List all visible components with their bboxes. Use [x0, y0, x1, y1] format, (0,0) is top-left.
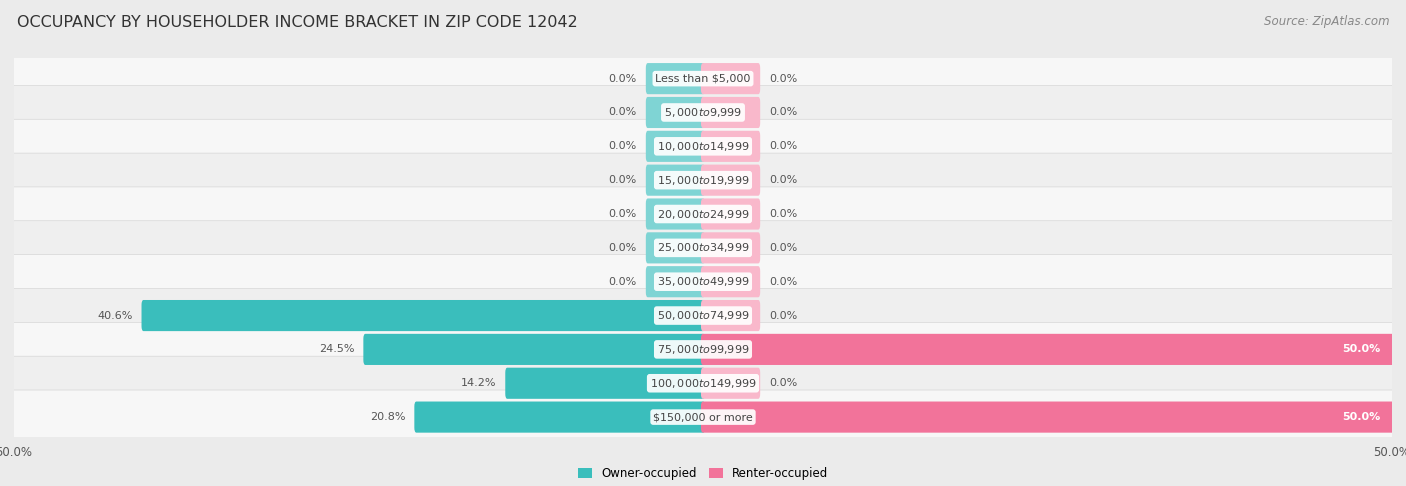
- Text: 0.0%: 0.0%: [769, 277, 797, 287]
- Text: 0.0%: 0.0%: [769, 141, 797, 151]
- Text: 50.0%: 50.0%: [1343, 345, 1381, 354]
- Text: 0.0%: 0.0%: [769, 107, 797, 118]
- FancyBboxPatch shape: [10, 52, 1396, 106]
- Legend: Owner-occupied, Renter-occupied: Owner-occupied, Renter-occupied: [572, 462, 834, 485]
- Text: $35,000 to $49,999: $35,000 to $49,999: [657, 275, 749, 288]
- Text: 20.8%: 20.8%: [370, 412, 405, 422]
- FancyBboxPatch shape: [10, 356, 1396, 410]
- Text: $20,000 to $24,999: $20,000 to $24,999: [657, 208, 749, 221]
- FancyBboxPatch shape: [702, 198, 761, 229]
- Text: 24.5%: 24.5%: [319, 345, 354, 354]
- FancyBboxPatch shape: [10, 221, 1396, 275]
- FancyBboxPatch shape: [645, 131, 704, 162]
- Text: $15,000 to $19,999: $15,000 to $19,999: [657, 174, 749, 187]
- FancyBboxPatch shape: [10, 390, 1396, 444]
- FancyBboxPatch shape: [10, 322, 1396, 377]
- Text: $10,000 to $14,999: $10,000 to $14,999: [657, 140, 749, 153]
- FancyBboxPatch shape: [505, 368, 704, 399]
- FancyBboxPatch shape: [702, 63, 761, 94]
- FancyBboxPatch shape: [702, 165, 761, 196]
- Text: 40.6%: 40.6%: [97, 311, 132, 321]
- FancyBboxPatch shape: [645, 198, 704, 229]
- Text: 0.0%: 0.0%: [769, 175, 797, 185]
- FancyBboxPatch shape: [10, 153, 1396, 207]
- FancyBboxPatch shape: [10, 86, 1396, 139]
- FancyBboxPatch shape: [10, 255, 1396, 309]
- FancyBboxPatch shape: [645, 97, 704, 128]
- FancyBboxPatch shape: [702, 266, 761, 297]
- Text: 0.0%: 0.0%: [609, 243, 637, 253]
- Text: 0.0%: 0.0%: [769, 209, 797, 219]
- Text: OCCUPANCY BY HOUSEHOLDER INCOME BRACKET IN ZIP CODE 12042: OCCUPANCY BY HOUSEHOLDER INCOME BRACKET …: [17, 15, 578, 30]
- Text: $100,000 to $149,999: $100,000 to $149,999: [650, 377, 756, 390]
- FancyBboxPatch shape: [645, 63, 704, 94]
- FancyBboxPatch shape: [702, 334, 1393, 365]
- Text: 0.0%: 0.0%: [769, 73, 797, 84]
- Text: 50.0%: 50.0%: [1343, 412, 1381, 422]
- Text: 14.2%: 14.2%: [461, 378, 496, 388]
- Text: Source: ZipAtlas.com: Source: ZipAtlas.com: [1264, 15, 1389, 28]
- FancyBboxPatch shape: [702, 131, 761, 162]
- Text: 0.0%: 0.0%: [609, 209, 637, 219]
- FancyBboxPatch shape: [10, 289, 1396, 343]
- Text: 0.0%: 0.0%: [609, 107, 637, 118]
- Text: 0.0%: 0.0%: [769, 378, 797, 388]
- Text: 0.0%: 0.0%: [609, 141, 637, 151]
- FancyBboxPatch shape: [645, 266, 704, 297]
- Text: $50,000 to $74,999: $50,000 to $74,999: [657, 309, 749, 322]
- FancyBboxPatch shape: [702, 300, 761, 331]
- Text: $150,000 or more: $150,000 or more: [654, 412, 752, 422]
- Text: 0.0%: 0.0%: [609, 73, 637, 84]
- FancyBboxPatch shape: [645, 232, 704, 263]
- FancyBboxPatch shape: [702, 97, 761, 128]
- FancyBboxPatch shape: [10, 119, 1396, 174]
- Text: Less than $5,000: Less than $5,000: [655, 73, 751, 84]
- Text: 0.0%: 0.0%: [609, 277, 637, 287]
- Text: $75,000 to $99,999: $75,000 to $99,999: [657, 343, 749, 356]
- FancyBboxPatch shape: [645, 165, 704, 196]
- FancyBboxPatch shape: [702, 232, 761, 263]
- Text: 0.0%: 0.0%: [609, 175, 637, 185]
- Text: $5,000 to $9,999: $5,000 to $9,999: [664, 106, 742, 119]
- FancyBboxPatch shape: [702, 368, 761, 399]
- Text: 0.0%: 0.0%: [769, 243, 797, 253]
- FancyBboxPatch shape: [363, 334, 704, 365]
- FancyBboxPatch shape: [702, 401, 1393, 433]
- FancyBboxPatch shape: [10, 187, 1396, 241]
- FancyBboxPatch shape: [142, 300, 704, 331]
- FancyBboxPatch shape: [415, 401, 704, 433]
- Text: $25,000 to $34,999: $25,000 to $34,999: [657, 242, 749, 254]
- Text: 0.0%: 0.0%: [769, 311, 797, 321]
